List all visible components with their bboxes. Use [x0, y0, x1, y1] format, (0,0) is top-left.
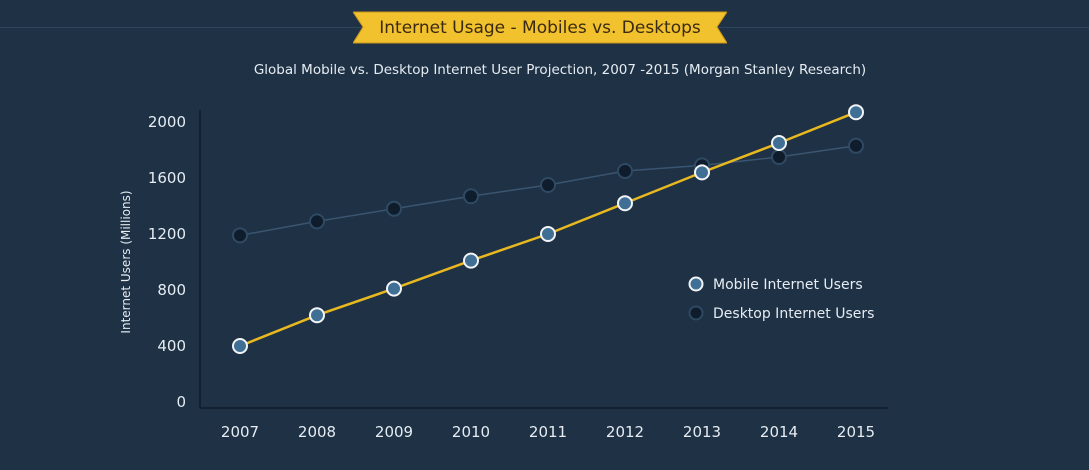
y-tick-label: 1600	[148, 169, 186, 187]
desktop-data-point	[848, 137, 864, 154]
mobile-data-point	[386, 280, 402, 297]
y-tick-label: 400	[157, 337, 186, 355]
x-tick-label: 2015	[837, 423, 875, 441]
desktop-data-point	[771, 149, 787, 165]
desktop-data-point	[386, 200, 402, 217]
mobile-data-point	[694, 164, 710, 181]
desktop-data-point	[309, 213, 325, 230]
mobile-data-point	[771, 135, 787, 151]
desktop-data-point	[463, 188, 479, 205]
desktop-data-point	[540, 177, 556, 193]
x-tick-label: 2014	[760, 423, 798, 441]
chart-subtitle: Global Mobile vs. Desktop Internet User …	[253, 62, 867, 78]
desktop-data-point	[617, 163, 633, 179]
legend-marker-desktop	[688, 305, 704, 321]
mobile-data-point	[848, 104, 864, 121]
x-tick-label: 2010	[452, 423, 490, 441]
mobile-data-point	[540, 226, 556, 242]
y-tick-label: 2000	[148, 113, 186, 131]
mobile-data-point	[232, 338, 248, 354]
banner-title: Internet Usage - Mobiles vs. Desktops	[379, 18, 701, 38]
y-axis-label: Internet Users (Millions)	[119, 190, 133, 333]
y-tick-label: 0	[176, 393, 186, 411]
x-tick-label: 2011	[529, 423, 567, 441]
legend: Mobile Internet Users Desktop Internet U…	[688, 276, 874, 322]
x-tick-label: 2007	[221, 423, 259, 441]
legend-marker-mobile	[688, 276, 704, 292]
title-banner: Internet Usage - Mobiles vs. Desktops	[352, 10, 728, 45]
x-tick-label: 2012	[606, 423, 644, 441]
x-tick-label: 2009	[375, 423, 413, 441]
mobile-data-point	[617, 195, 633, 212]
x-tick-label: 2013	[683, 423, 721, 441]
mobile-data-point	[309, 307, 325, 324]
x-tick-label: 2008	[298, 423, 336, 441]
y-tick-label: 800	[157, 281, 186, 299]
legend-label-desktop: Desktop Internet Users	[713, 306, 874, 322]
mobile-data-point	[463, 252, 479, 269]
legend-label-mobile: Mobile Internet Users	[713, 277, 863, 293]
y-tick-label: 1200	[148, 225, 186, 243]
desktop-data-point	[232, 227, 248, 244]
